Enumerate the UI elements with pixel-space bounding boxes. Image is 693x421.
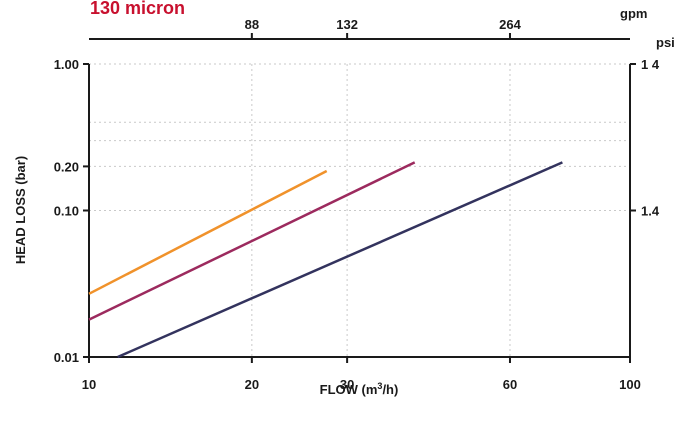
series-line-1 <box>88 169 328 295</box>
axes <box>83 33 636 363</box>
right-tick-label: 1 4 <box>641 57 660 72</box>
x-axis-label: FLOW (m3/h) <box>320 381 399 397</box>
x-tick-label: 30 <box>340 377 354 392</box>
x-tick-label: 20 <box>245 377 259 392</box>
right-tick-label: 1.4 <box>641 204 660 219</box>
tick-labels: 10 20 30 60 100 0.01 0.10 0.20 1.00 88 132 264 1 4 1.… <box>54 17 660 392</box>
x-tick-label: 60 <box>503 377 517 392</box>
right-axis-unit: psi <box>656 35 675 50</box>
y-axis-label: HEAD LOSS (bar) <box>13 156 28 264</box>
y-tick-label: 0.01 <box>54 350 79 365</box>
y-tick-label: 0.20 <box>54 159 79 174</box>
grid <box>89 63 630 357</box>
series-line-2 <box>88 161 416 321</box>
top-tick-label: 88 <box>245 17 259 32</box>
top-tick-label: 264 <box>499 17 521 32</box>
series <box>88 161 563 359</box>
top-axis-unit: gpm <box>620 6 647 21</box>
x-tick-label: 100 <box>619 377 641 392</box>
chart-title: 130 micron <box>90 0 185 18</box>
y-tick-label: 0.10 <box>54 204 79 219</box>
top-tick-label: 132 <box>336 17 358 32</box>
x-tick-label: 10 <box>82 377 96 392</box>
series-line-3 <box>117 161 563 359</box>
y-tick-label: 1.00 <box>54 57 79 72</box>
